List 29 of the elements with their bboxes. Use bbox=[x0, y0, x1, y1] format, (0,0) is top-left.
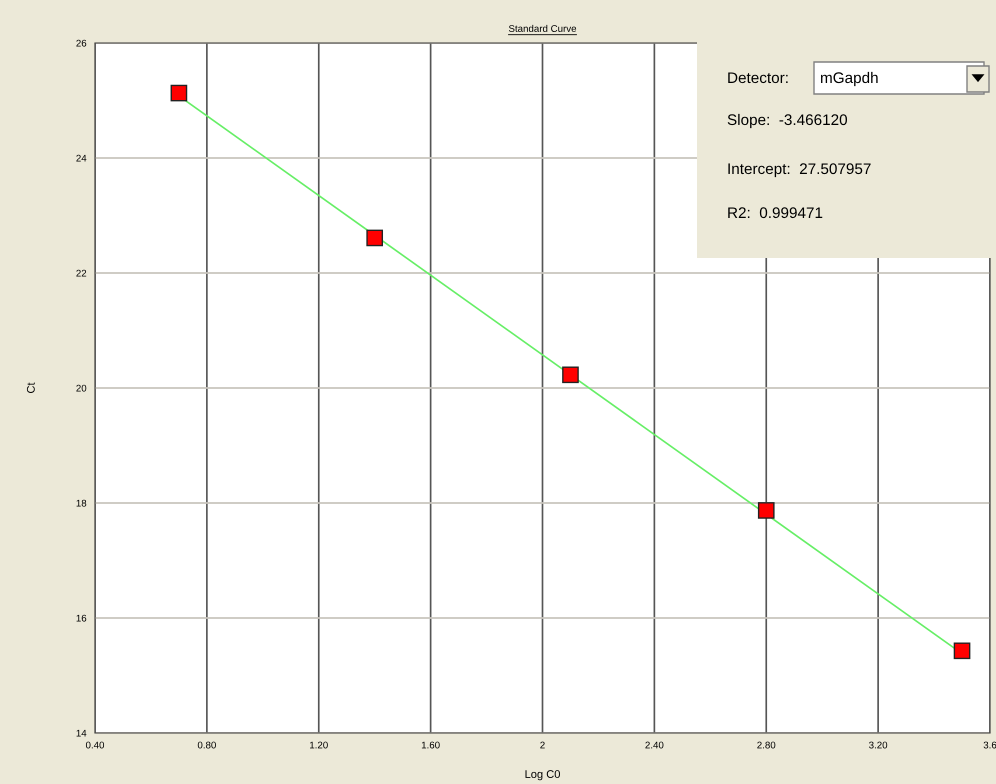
y-tick-label: 16 bbox=[76, 614, 86, 622]
x-tick-label: 2 bbox=[540, 742, 545, 748]
x-axis-title: Log C0 bbox=[526, 770, 560, 780]
annotation: mGapdh bbox=[821, 72, 878, 86]
point bbox=[170, 84, 188, 102]
x-tick-label: 0.80 bbox=[198, 742, 216, 748]
annotation: Slope: -3.466120 bbox=[728, 114, 848, 128]
x-tick-label: 1.20 bbox=[310, 742, 328, 748]
annotation: Intercept: 27.507957 bbox=[728, 163, 871, 178]
y-tick-label: 20 bbox=[76, 384, 86, 392]
y-tick-label: 26 bbox=[76, 40, 86, 47]
x-tick-label: 2.40 bbox=[645, 742, 664, 748]
x-tick-label: 3.20 bbox=[869, 742, 888, 748]
x-tick-label: 3.6 bbox=[984, 742, 996, 748]
point bbox=[366, 230, 384, 246]
point bbox=[562, 366, 579, 384]
y-axis-title: Ct bbox=[26, 382, 35, 393]
y-tick-label: 18 bbox=[76, 500, 86, 507]
annotation: Detector: bbox=[728, 72, 788, 84]
point bbox=[954, 642, 970, 660]
annotation: R2: 0.999471 bbox=[728, 207, 822, 218]
y-tick-label: 24 bbox=[76, 154, 86, 162]
y-tick-label: 22 bbox=[76, 270, 86, 277]
chart-title: Standard Curve bbox=[508, 24, 576, 32]
x-tick-label: 1.60 bbox=[422, 742, 440, 748]
x-tick-label: 0.40 bbox=[86, 742, 104, 748]
x-tick-label: 2.80 bbox=[757, 742, 776, 748]
y-tick-label: 14 bbox=[76, 730, 86, 737]
point bbox=[758, 502, 775, 519]
